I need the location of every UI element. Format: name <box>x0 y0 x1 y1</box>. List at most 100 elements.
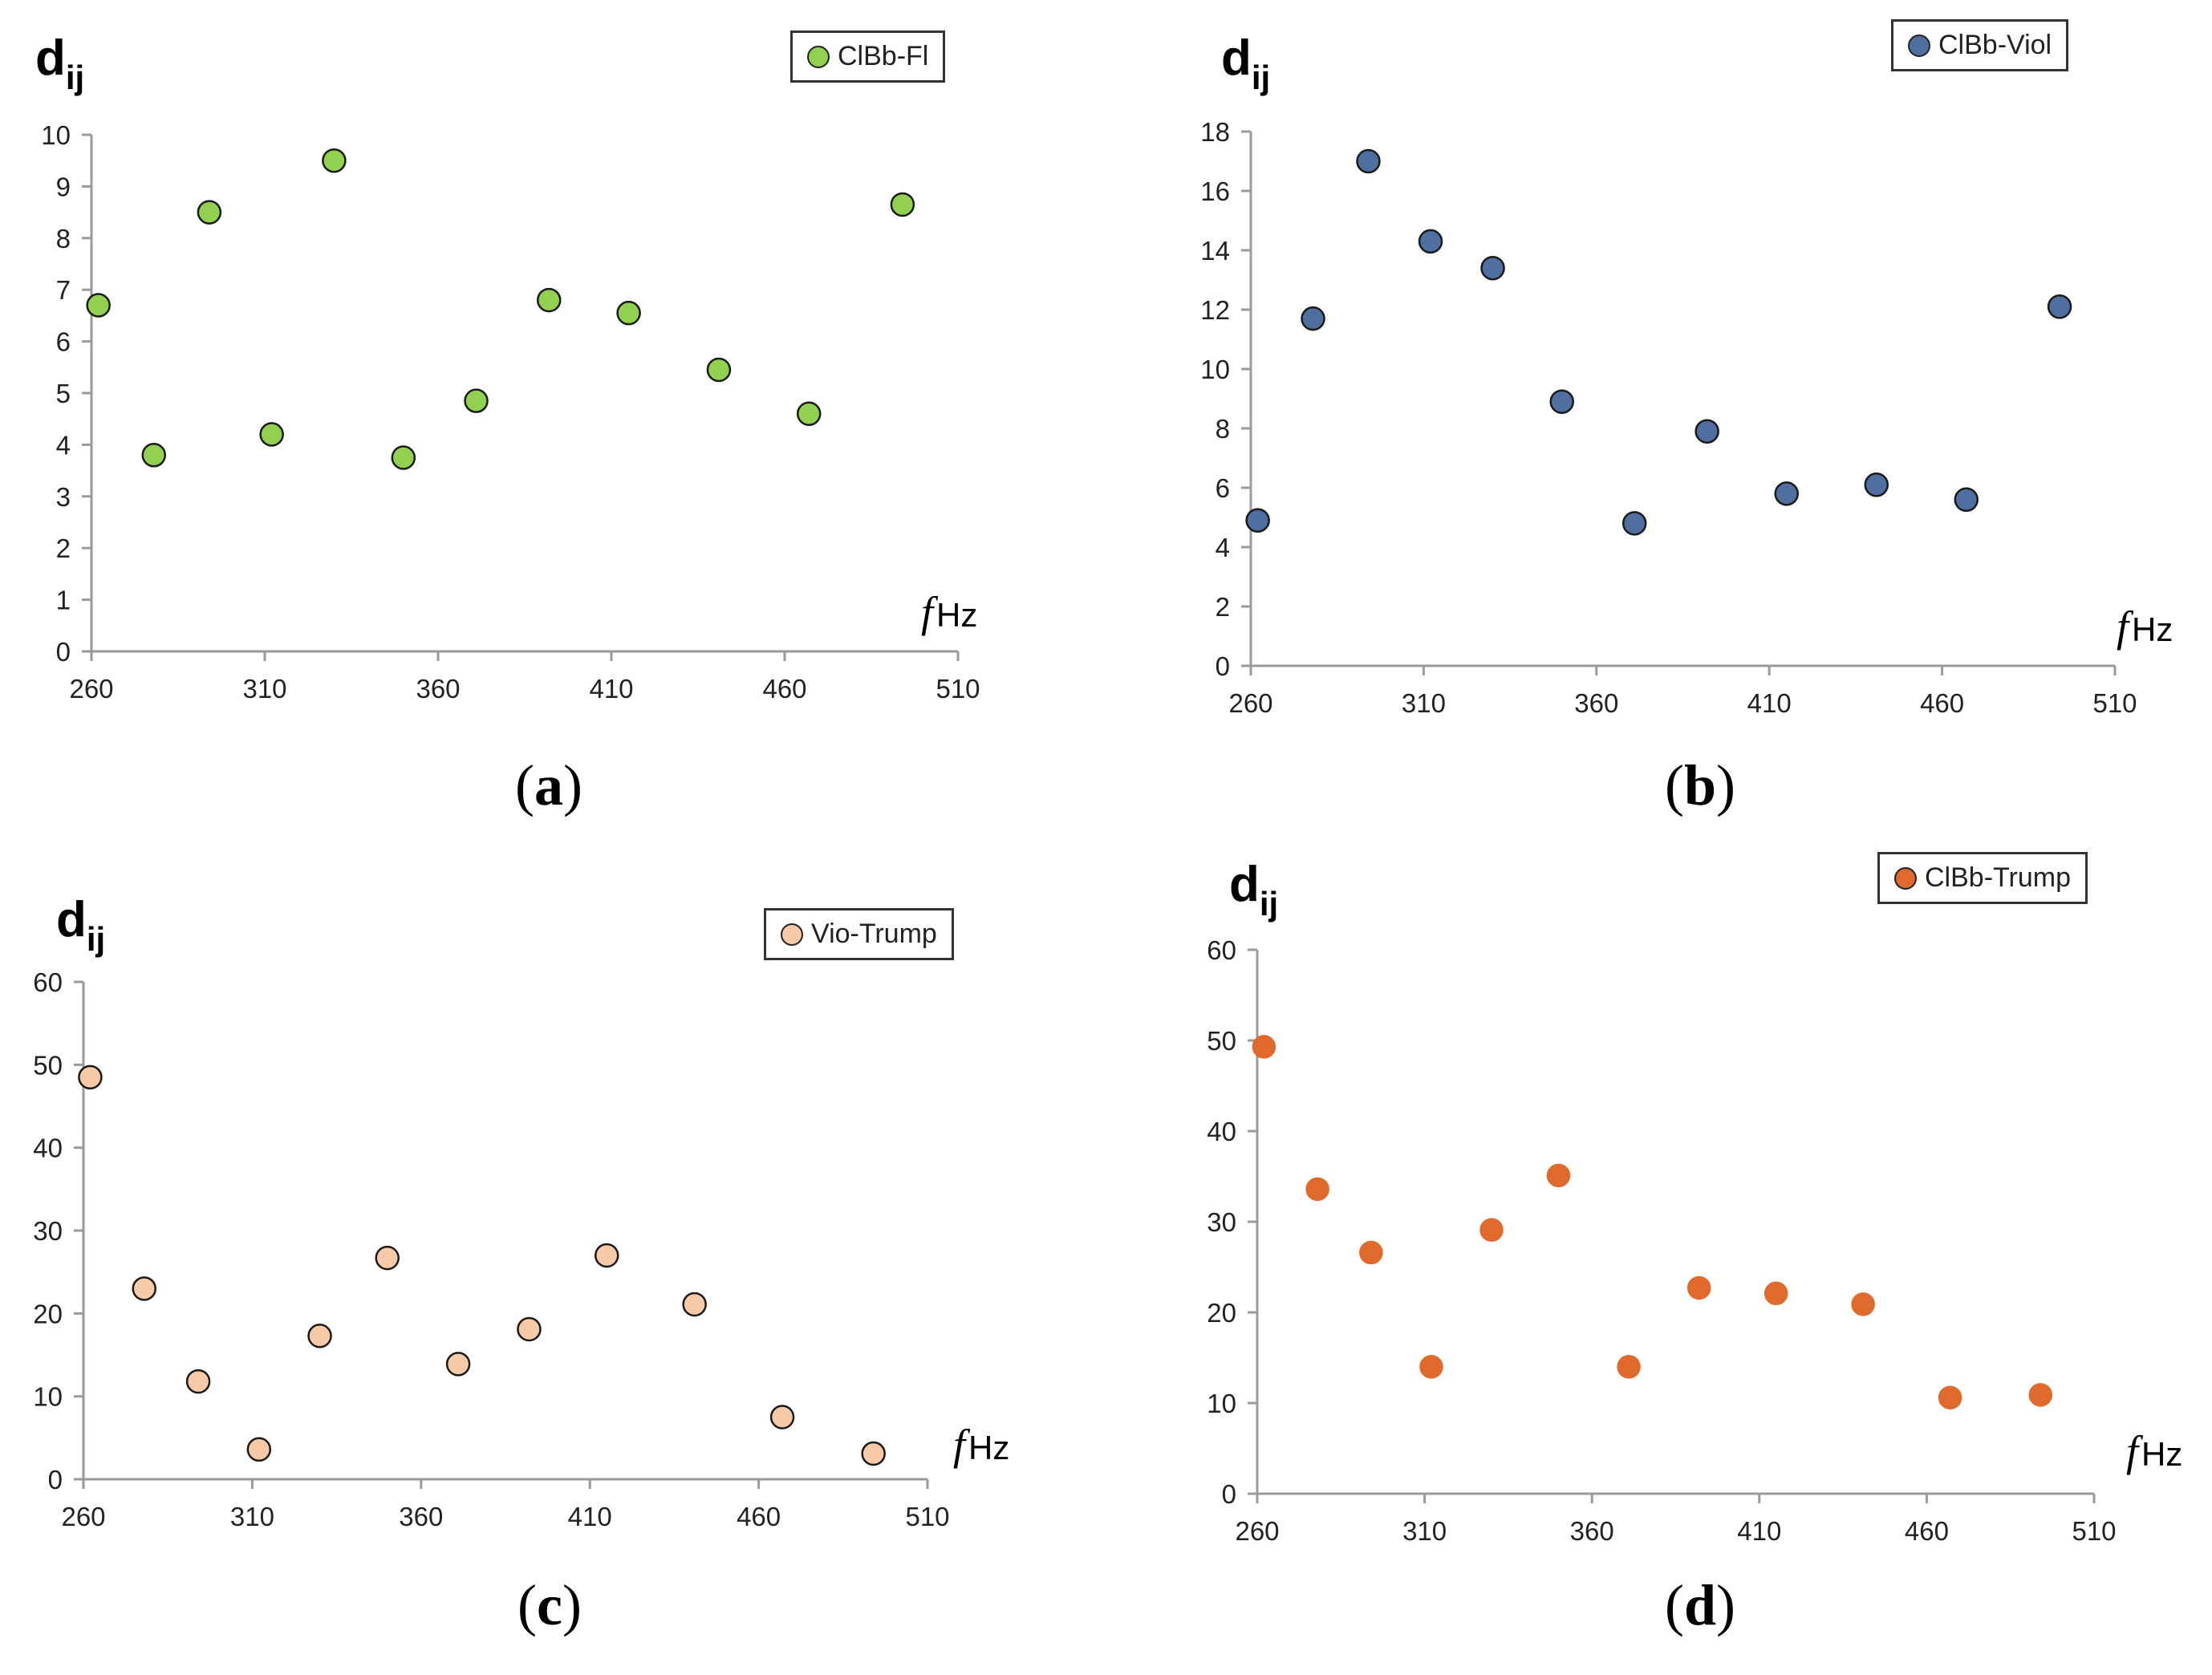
x-tick-label: 310 <box>230 1502 274 1531</box>
data-point <box>1418 229 1443 254</box>
data-point <box>86 293 111 318</box>
y-tick-label: 30 <box>33 1216 63 1246</box>
y-tick-label: 30 <box>1207 1207 1236 1237</box>
data-point <box>536 287 562 313</box>
x-axis-label: fHz <box>953 1421 1010 1469</box>
chart-panel-b: dij ClBb-Viol fHz 0 2 4 6 8 10 12 14 16 18 260 310 3… <box>1123 0 2212 834</box>
legend: Vio-Trump <box>764 908 954 960</box>
y-tick-label: 0 <box>1216 651 1230 681</box>
y-tick-label: 20 <box>1207 1298 1236 1328</box>
scatter-plot: 0 1 2 3 4 5 6 7 8 9 10 260 310 360 410 460 510 <box>41 120 980 704</box>
y-tick-label: 2 <box>1216 592 1230 622</box>
data-point <box>1549 389 1574 414</box>
data-point <box>391 445 416 470</box>
x-axis-label: fHz <box>921 588 978 636</box>
legend-marker-icon <box>807 45 830 68</box>
data-point <box>1774 481 1799 506</box>
data-point <box>706 357 732 383</box>
legend: ClBb-Trump <box>1877 852 2088 904</box>
data-point <box>1305 1177 1329 1202</box>
y-tick-label: 3 <box>56 482 71 512</box>
y-tick-label: 60 <box>33 967 63 997</box>
data-point <box>1301 306 1325 331</box>
panel-caption: (a) <box>515 753 582 817</box>
y-tick-label: 0 <box>56 637 71 667</box>
x-tick-label: 360 <box>1574 688 1618 718</box>
y-tick-label: 7 <box>56 275 71 305</box>
x-tick-label: 360 <box>399 1502 443 1531</box>
y-tick-label: 10 <box>1207 1389 1236 1418</box>
x-tick-label: 510 <box>936 674 980 704</box>
y-tick-label: 6 <box>56 327 71 357</box>
x-tick-label: 410 <box>1747 688 1792 718</box>
legend-label: ClBb-Viol <box>1938 30 2052 60</box>
legend: ClBb-Viol <box>1891 19 2069 71</box>
y-axis-label: dij <box>1221 30 1271 96</box>
legend-label: ClBb-Fl <box>838 41 929 71</box>
y-tick-label: 60 <box>1207 935 1236 965</box>
data-point <box>1252 1035 1276 1059</box>
data-point <box>132 1276 156 1301</box>
y-axis-label: dij <box>56 892 106 958</box>
y-tick-label: 18 <box>1200 117 1230 147</box>
panel-caption: (c) <box>517 1573 582 1637</box>
data-point <box>246 1437 272 1462</box>
legend: ClBb-Fl <box>790 30 946 83</box>
data-point <box>1359 1240 1383 1265</box>
x-tick-label: 260 <box>1235 1516 1279 1546</box>
data-point <box>1938 1385 1962 1409</box>
x-tick-label: 310 <box>1402 688 1446 718</box>
y-tick-label: 10 <box>41 120 71 150</box>
x-tick-label: 460 <box>762 674 806 704</box>
y-axis-label: dij <box>1229 857 1279 923</box>
y-tick-label: 5 <box>56 379 71 408</box>
data-point <box>307 1323 332 1349</box>
y-tick-label: 50 <box>1207 1026 1236 1056</box>
data-point <box>1546 1163 1571 1188</box>
y-tick-label: 50 <box>33 1050 63 1080</box>
x-tick-label: 510 <box>905 1502 949 1531</box>
data-point <box>1864 472 1889 497</box>
y-tick-label: 1 <box>56 586 71 615</box>
y-axis-label: dij <box>35 30 85 96</box>
x-axis-label: fHz <box>2126 1427 2183 1475</box>
data-point <box>1245 508 1270 533</box>
chart-panel-c: dij Vio-Trump fHz 0 10 20 30 40 50 60 260 310 360… <box>0 850 1091 1675</box>
data-point <box>616 300 641 326</box>
x-tick-label: 310 <box>1402 1516 1447 1546</box>
x-tick-label: 460 <box>1920 688 1964 718</box>
data-point <box>1764 1281 1788 1306</box>
x-tick-label: 410 <box>589 674 633 704</box>
data-point <box>1851 1292 1875 1316</box>
data-point <box>1479 1218 1504 1242</box>
data-point <box>594 1243 619 1268</box>
data-point <box>141 443 167 468</box>
x-tick-label: 260 <box>1228 688 1272 718</box>
x-axis-label: fHz <box>2117 602 2173 651</box>
y-tick-label: 8 <box>1216 414 1230 444</box>
data-point <box>2047 294 2072 319</box>
data-point <box>464 388 489 413</box>
data-point <box>769 1405 795 1430</box>
data-point <box>1356 148 1381 174</box>
y-tick-label: 8 <box>56 224 71 253</box>
x-tick-label: 410 <box>568 1502 612 1531</box>
data-point <box>861 1441 886 1466</box>
x-tick-label: 510 <box>2092 688 2137 718</box>
data-point <box>375 1245 400 1271</box>
y-tick-label: 10 <box>1200 355 1230 384</box>
legend-marker-icon <box>1908 34 1930 57</box>
y-tick-label: 6 <box>1216 473 1230 503</box>
legend-marker-icon <box>781 923 803 946</box>
data-point <box>1686 1276 1711 1300</box>
data-point <box>1695 419 1719 444</box>
y-tick-label: 14 <box>1200 236 1230 266</box>
y-tick-label: 16 <box>1200 176 1230 206</box>
x-tick-label: 360 <box>1570 1516 1614 1546</box>
x-tick-label: 260 <box>69 674 113 704</box>
x-tick-label: 460 <box>1905 1516 1949 1546</box>
legend-marker-icon <box>1894 866 1917 890</box>
data-point <box>78 1065 103 1090</box>
scatter-plot: 0 10 20 30 40 50 60 260 310 360 410 460 510 <box>1207 935 2116 1546</box>
data-point <box>322 148 347 173</box>
